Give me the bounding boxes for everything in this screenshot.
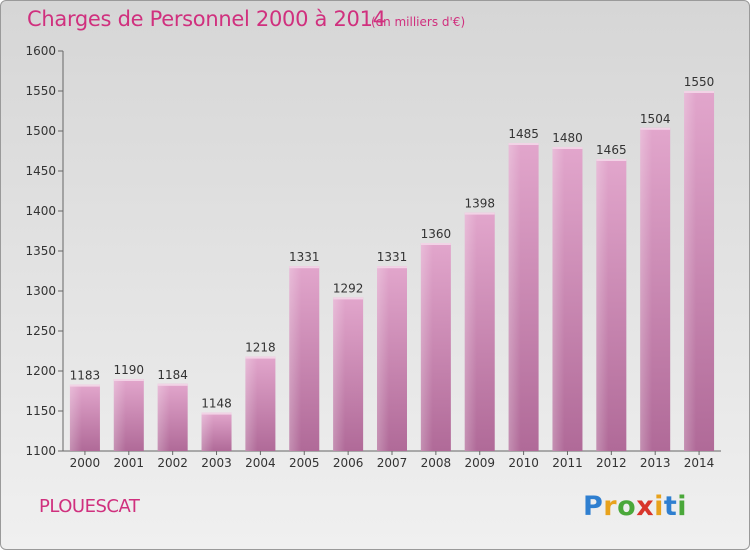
y-tick-label: 1400 [25, 204, 56, 218]
x-tick-label: 2000 [70, 456, 101, 470]
bar-highlight [464, 212, 495, 451]
bar-top-edge [684, 91, 715, 93]
logo-letter: i [677, 491, 688, 522]
bar-highlight [508, 143, 539, 451]
y-tick-label: 1550 [25, 84, 56, 98]
logo-letter: o [617, 491, 637, 522]
bar-highlight [333, 297, 364, 451]
bar-top-edge [289, 266, 320, 269]
bar-top-edge [245, 356, 276, 359]
commune-name: PLOUESCAT [39, 496, 140, 517]
axes: 1100 1150 1200 1250 1300 1350 1400 1450 1500 1550… [25, 44, 721, 470]
y-tick-label: 1200 [25, 364, 56, 378]
y-tick-label: 1600 [25, 44, 56, 58]
bar-highlight [157, 383, 188, 451]
bar-top-edge [333, 297, 364, 300]
y-tick-label: 1500 [25, 124, 56, 138]
bars-group: 1183 1190 1184 1148 1218 1331 1292 1331 1360 1398… [69, 75, 715, 452]
x-tick-label: 2009 [464, 456, 495, 470]
data-label: 1360 [421, 227, 452, 241]
bar-top-edge [157, 383, 188, 386]
x-tick-label: 2006 [333, 456, 364, 470]
bar-highlight [289, 266, 320, 451]
bar-highlight [640, 127, 671, 452]
data-label: 1190 [114, 363, 145, 377]
bar-top-edge [377, 266, 407, 269]
bar-top-edge [69, 384, 100, 387]
data-label: 1218 [245, 341, 276, 355]
bar-top-edge [420, 243, 451, 245]
y-tick-label: 1300 [25, 284, 56, 298]
logo-letter: P [583, 491, 604, 522]
bar-highlight [552, 147, 583, 451]
data-label: 1331 [289, 250, 320, 264]
bar-top-edge [596, 159, 627, 161]
x-tick-label: 2001 [114, 456, 145, 470]
bar-top-edge [640, 127, 671, 130]
bar-top-edge [113, 379, 144, 381]
x-tick-label: 2012 [596, 456, 627, 470]
data-label: 1148 [201, 397, 232, 411]
bar-highlight [113, 379, 144, 451]
bar-top-edge [464, 212, 495, 215]
data-label: 1184 [157, 368, 188, 382]
data-label: 1485 [508, 127, 539, 141]
y-tick-label: 1450 [25, 164, 56, 178]
proxiti-logo: Proxiti [583, 491, 687, 522]
bar-highlight [596, 159, 627, 451]
logo-letter: x [636, 491, 655, 522]
logo-letter: i [654, 491, 664, 522]
x-tick-label: 2003 [201, 456, 232, 470]
x-tick-label: 2007 [377, 456, 408, 470]
x-tick-label: 2010 [508, 456, 539, 470]
bar-highlight [377, 266, 407, 451]
data-label: 1331 [377, 250, 408, 264]
data-label: 1292 [333, 281, 364, 295]
bar-highlight [420, 243, 451, 451]
y-tick-label: 1350 [25, 244, 56, 258]
data-label: 1183 [70, 369, 101, 383]
x-tick-label: 2014 [684, 456, 715, 470]
x-tick-label: 2013 [640, 456, 671, 470]
data-label: 1504 [640, 112, 671, 126]
chart-title: Charges de Personnel 2000 à 2014 [27, 7, 386, 31]
x-tick-label: 2002 [157, 456, 188, 470]
x-tick-label: 2008 [421, 456, 452, 470]
data-label: 1480 [552, 131, 583, 145]
chart-subtitle: (en milliers d'€) [371, 15, 466, 29]
data-label: 1398 [464, 197, 495, 211]
bar-highlight [684, 91, 715, 451]
y-tick-label: 1250 [25, 324, 56, 338]
bar-highlight [69, 384, 100, 451]
x-tick-label: 2004 [245, 456, 276, 470]
data-label: 1550 [684, 75, 715, 89]
logo-letter: r [603, 491, 618, 522]
bar-top-edge [201, 412, 232, 415]
y-tick-label: 1150 [25, 404, 56, 418]
x-tick-label: 2011 [552, 456, 583, 470]
bar-top-edge [552, 147, 583, 149]
logo-letter: t [663, 491, 678, 522]
bar-top-edge [508, 143, 539, 145]
bar-highlight [245, 356, 276, 451]
data-label: 1465 [596, 143, 627, 157]
x-tick-label: 2005 [289, 456, 320, 470]
y-tick-label: 1100 [25, 444, 56, 458]
bar-highlight [201, 412, 232, 451]
